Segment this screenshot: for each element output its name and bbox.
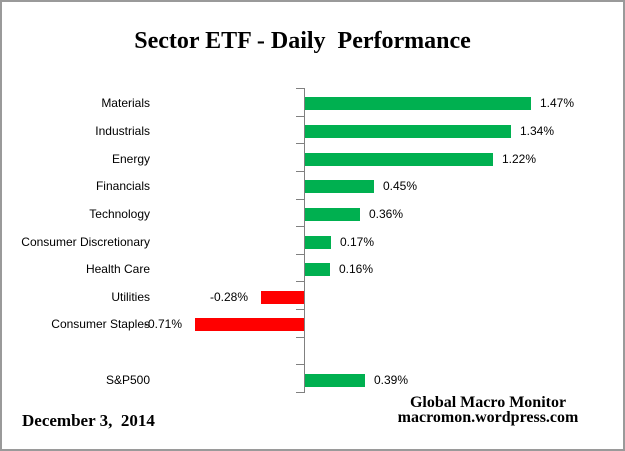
category-label: Consumer Discretionary <box>21 235 150 249</box>
value-label: 0.45% <box>383 179 418 193</box>
category-label: Industrials <box>95 124 150 138</box>
footer-source: Global Macro Monitor macromon.wordpress.… <box>392 394 584 426</box>
value-label: 0.36% <box>369 207 404 221</box>
category-axis <box>304 88 305 392</box>
bar <box>305 263 330 276</box>
value-label: 1.47% <box>540 96 575 110</box>
footer-date: December 3, 2014 <box>22 411 155 430</box>
category-label: Energy <box>111 152 150 166</box>
bar <box>261 291 304 304</box>
footer-source-line1: Global Macro Monitor <box>409 394 567 411</box>
bar <box>305 97 531 110</box>
bar <box>305 180 374 193</box>
bar <box>305 374 365 387</box>
axis-tick <box>296 364 305 365</box>
value-label: 1.34% <box>520 124 555 138</box>
value-label: -0.71% <box>143 317 182 331</box>
category-label: Financials <box>95 179 150 193</box>
value-label: 0.17% <box>340 235 375 249</box>
axis-tick <box>296 281 305 282</box>
category-label: Technology <box>89 207 150 221</box>
axis-tick <box>296 143 305 144</box>
axis-tick <box>296 337 305 338</box>
bar <box>195 318 304 331</box>
category-label: S&P500 <box>105 373 150 387</box>
bar <box>305 208 360 221</box>
bar <box>305 125 511 138</box>
axis-tick <box>296 199 305 200</box>
category-label: Utilities <box>111 290 150 304</box>
axis-tick <box>296 116 305 117</box>
value-label: 1.22% <box>502 152 537 166</box>
axis-tick <box>296 171 305 172</box>
category-label: Health Care <box>85 262 150 276</box>
bar <box>305 153 493 166</box>
value-label: 0.39% <box>374 373 409 387</box>
value-label: -0.28% <box>209 290 248 304</box>
value-label: 0.16% <box>339 262 374 276</box>
axis-tick <box>296 392 305 393</box>
footer-source-line2: macromon.wordpress.com <box>397 409 579 426</box>
category-label: Materials <box>101 96 150 110</box>
axis-tick <box>296 88 305 89</box>
axis-tick <box>296 226 305 227</box>
category-label: Consumer Staples <box>51 317 150 331</box>
axis-tick <box>296 254 305 255</box>
bar <box>305 236 331 249</box>
axis-tick <box>296 309 305 310</box>
chart-title: Sector ETF - Daily Performance <box>134 28 471 54</box>
